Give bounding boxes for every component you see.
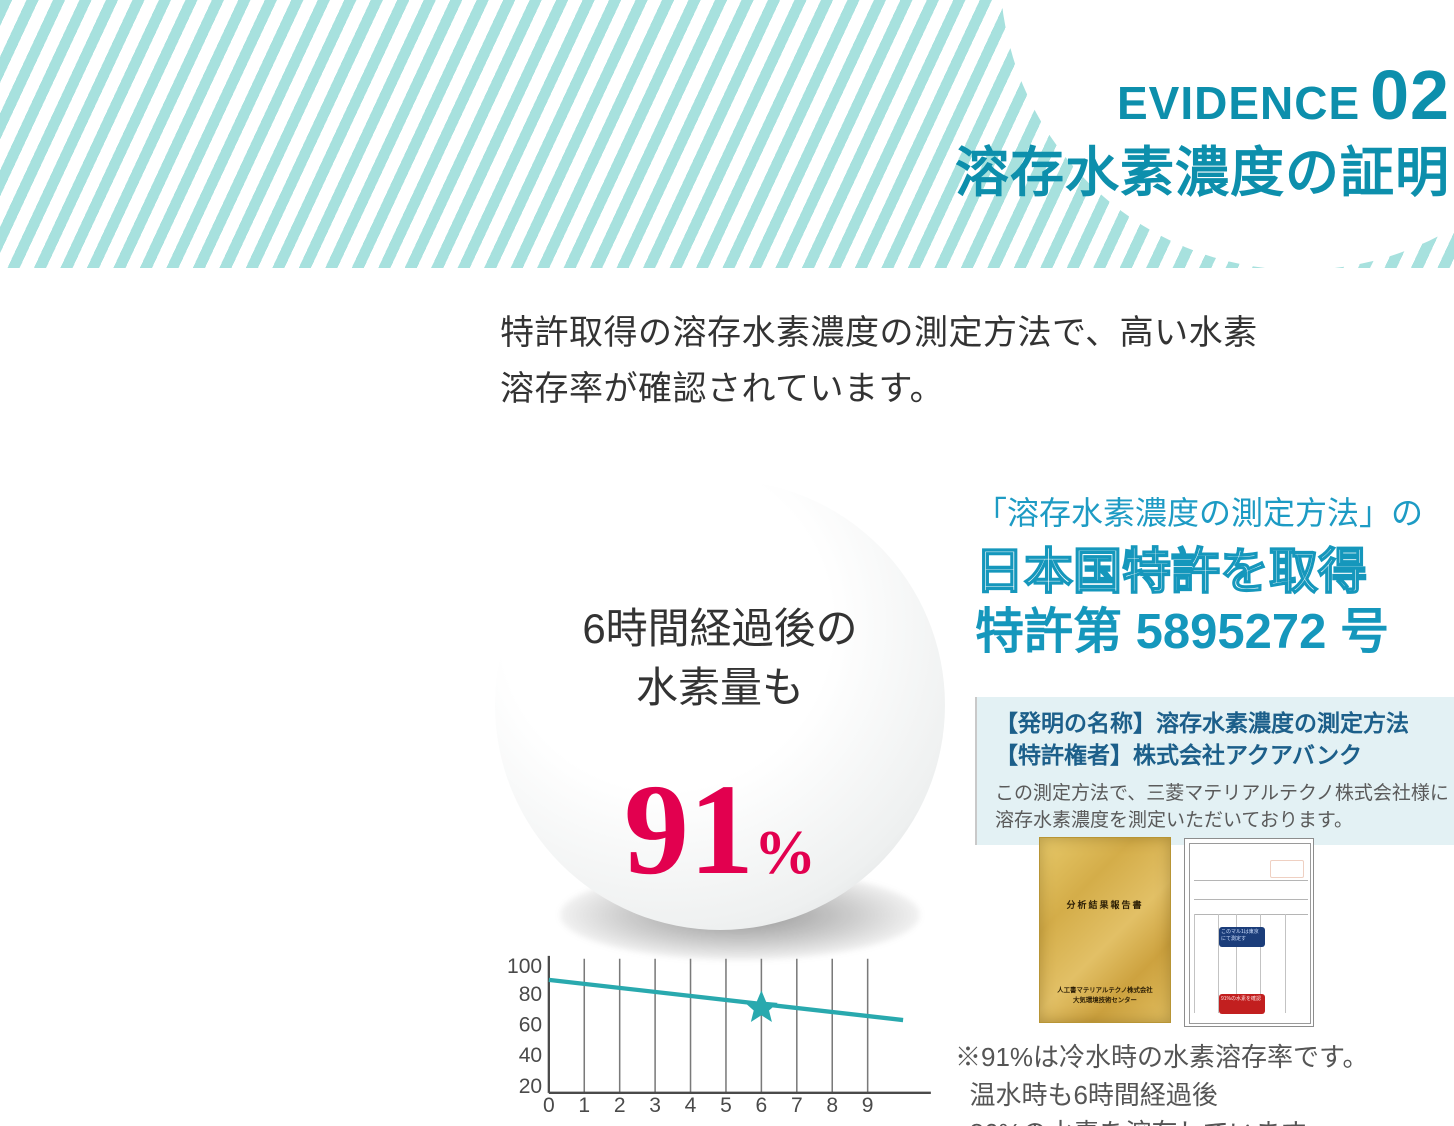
svg-text:20: 20 bbox=[519, 1075, 542, 1098]
svg-text:6: 6 bbox=[756, 1094, 768, 1117]
svg-text:80: 80 bbox=[519, 983, 542, 1006]
svg-text:40: 40 bbox=[519, 1044, 542, 1067]
svg-text:100: 100 bbox=[507, 955, 542, 978]
svg-text:3: 3 bbox=[649, 1094, 661, 1117]
svg-text:7: 7 bbox=[791, 1094, 803, 1117]
svg-text:5: 5 bbox=[720, 1094, 732, 1117]
svg-text:8: 8 bbox=[826, 1094, 838, 1117]
svg-text:1: 1 bbox=[578, 1094, 590, 1117]
svg-text:9: 9 bbox=[862, 1094, 874, 1117]
svg-text:60: 60 bbox=[519, 1014, 542, 1037]
svg-text:4: 4 bbox=[685, 1094, 697, 1117]
svg-text:2: 2 bbox=[614, 1094, 626, 1117]
svg-text:0: 0 bbox=[543, 1094, 555, 1117]
